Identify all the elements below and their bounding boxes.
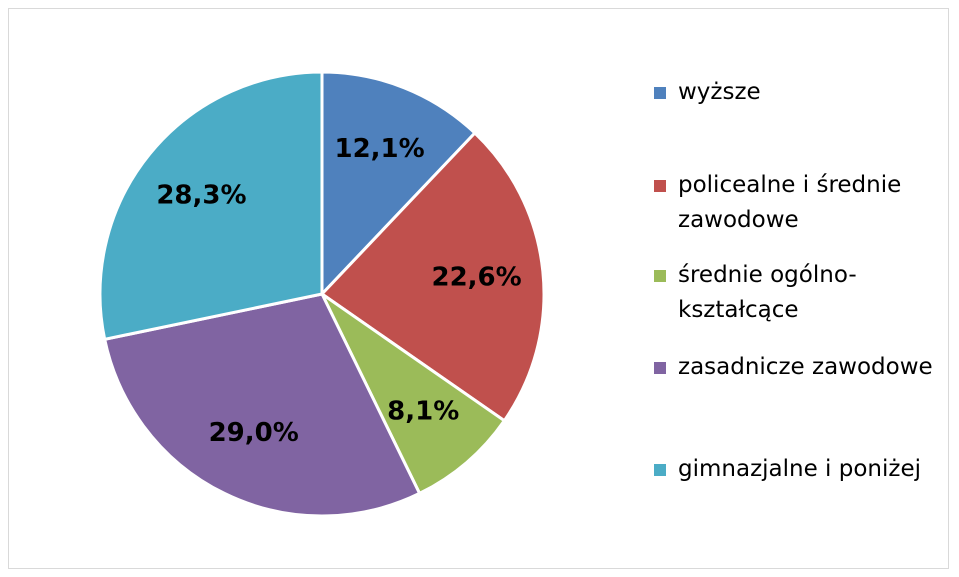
legend-swatch — [654, 464, 666, 476]
legend-item: wyższe — [654, 75, 954, 110]
chart-frame — [8, 8, 949, 569]
pie-slice — [98, 70, 324, 342]
legend-swatch — [654, 87, 666, 99]
legend-swatch — [654, 362, 666, 374]
legend-label: zasadnicze zawodowe — [678, 354, 933, 380]
data-label: 12,1% — [335, 134, 425, 164]
data-label: 29,0% — [209, 418, 299, 448]
legend-label: wyższe — [678, 79, 761, 105]
legend-item: zasadnicze zawodowe — [654, 350, 954, 385]
data-label: 8,1% — [387, 396, 459, 426]
legend-label: gimnazjalne i poniżej — [678, 456, 922, 482]
pie-slice — [320, 70, 477, 298]
legend-label: średnie ogólno-kształcące — [678, 262, 857, 323]
data-label: 22,6% — [431, 263, 521, 293]
data-label: 28,3% — [156, 180, 246, 210]
legend-item: średnie ogólno-kształcące — [654, 258, 954, 328]
pie-slice — [102, 292, 422, 518]
legend-swatch — [654, 270, 666, 282]
pie-slice — [318, 289, 507, 496]
legend-label: policealne i średnie zawodowe — [678, 172, 902, 233]
pie-slice — [319, 130, 546, 423]
legend-item: gimnazjalne i poniżej — [654, 452, 954, 487]
legend-item: policealne i średnie zawodowe — [654, 168, 954, 238]
legend-swatch — [654, 180, 666, 192]
